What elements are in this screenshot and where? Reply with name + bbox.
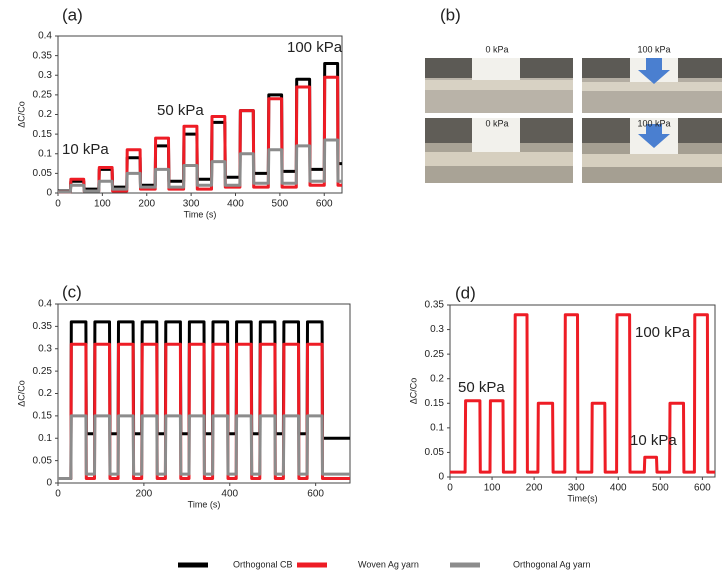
y-tick-label: 0.05 xyxy=(425,447,445,458)
annotation: 10 kPa xyxy=(630,432,677,449)
photo-label: 100 kPa xyxy=(637,44,670,54)
x-tick-label: 500 xyxy=(272,199,289,210)
y-tick-label: 0.15 xyxy=(425,398,445,409)
legend-label: Woven Ag yarn xyxy=(358,559,419,569)
data-line xyxy=(450,313,715,474)
x-tick-label: 400 xyxy=(610,483,627,494)
y-tick-label: 0 xyxy=(438,472,444,483)
y-tick-label: 0.05 xyxy=(33,455,53,466)
y-tick-label: 0.2 xyxy=(38,109,52,120)
x-axis-label: Time (s) xyxy=(184,209,217,219)
x-tick-label: 200 xyxy=(526,483,543,494)
x-tick-label: 600 xyxy=(694,483,711,494)
x-tick-label: 400 xyxy=(221,489,238,500)
x-tick-label: 100 xyxy=(94,199,111,210)
x-tick-label: 500 xyxy=(652,483,669,494)
y-tick-label: 0.25 xyxy=(425,349,445,360)
x-axis-label: Time (s) xyxy=(188,499,221,509)
x-tick-label: 300 xyxy=(568,483,585,494)
photo xyxy=(582,58,722,113)
y-tick-label: 0.35 xyxy=(33,321,53,332)
panel-title: (a) xyxy=(62,5,83,24)
annotation: 50 kPa xyxy=(458,379,505,396)
photo xyxy=(582,118,722,183)
x-tick-label: 600 xyxy=(307,489,324,500)
x-tick-label: 200 xyxy=(136,489,153,500)
x-tick-label: 0 xyxy=(55,489,61,500)
panel-title: (d) xyxy=(455,283,476,302)
legend-label: Orthogonal Ag yarn xyxy=(513,559,591,569)
y-tick-label: 0 xyxy=(46,478,52,489)
plot-frame xyxy=(449,304,716,478)
y-axis-label: ΔC/Co xyxy=(16,101,26,128)
x-tick-label: 200 xyxy=(138,199,155,210)
annotation: 100 kPa xyxy=(635,324,691,341)
photo-panel: (b) 0 kPa 100 kPa 0 kPa 100 kPa xyxy=(425,5,722,183)
y-tick-label: 0.05 xyxy=(33,168,53,179)
y-tick-label: 0.15 xyxy=(33,129,53,140)
photo xyxy=(425,58,573,113)
y-tick-label: 0.3 xyxy=(430,324,444,335)
y-tick-label: 0.1 xyxy=(38,148,52,159)
x-tick-label: 0 xyxy=(55,199,61,210)
annotation: 50 kPa xyxy=(157,102,204,119)
panel-title: (b) xyxy=(440,5,461,24)
y-tick-label: 0.35 xyxy=(33,50,53,61)
y-tick-label: 0.25 xyxy=(33,90,53,101)
data-line xyxy=(58,62,342,193)
photo-label: 0 kPa xyxy=(485,44,508,54)
data-line xyxy=(58,342,350,480)
y-tick-label: 0.2 xyxy=(430,373,444,384)
y-tick-label: 0.25 xyxy=(33,366,53,377)
y-tick-label: 0.3 xyxy=(38,70,52,81)
x-axis-label: Time(s) xyxy=(567,493,597,503)
photo-label: 0 kPa xyxy=(485,118,508,128)
legend-label: Orthogonal CB xyxy=(233,559,293,569)
y-tick-label: 0.15 xyxy=(33,411,53,422)
y-tick-label: 0.3 xyxy=(38,343,52,354)
x-tick-label: 100 xyxy=(484,483,501,494)
panel-title: (c) xyxy=(62,282,82,301)
data-line xyxy=(58,75,342,194)
y-tick-label: 0 xyxy=(46,188,52,199)
y-tick-label: 0.4 xyxy=(38,31,52,42)
x-tick-label: 300 xyxy=(183,199,200,210)
data-line xyxy=(58,414,350,480)
photo xyxy=(425,118,573,183)
x-tick-label: 400 xyxy=(227,199,244,210)
chart: 0 0.05 0.1 0.15 0.2 0.25 0.3 0.35 0.4 0 200 400 600 (… xyxy=(16,282,351,509)
legend: Orthogonal CB Woven Ag yarn Orthogonal Ag … xyxy=(178,559,591,569)
data-line xyxy=(58,138,342,194)
y-tick-label: 0.35 xyxy=(425,300,445,311)
annotation: 100 kPa xyxy=(287,39,343,56)
photo-label: 100 kPa xyxy=(637,118,670,128)
x-tick-label: 600 xyxy=(316,199,333,210)
chart: 0 0.05 0.1 0.15 0.2 0.25 0.3 0.35 0 100 200 300 400 5… xyxy=(408,283,716,503)
y-tick-label: 0.4 xyxy=(38,299,52,310)
y-axis-label: ΔC/Co xyxy=(16,380,26,407)
y-axis-label: ΔC/Co xyxy=(408,378,418,405)
y-tick-label: 0.2 xyxy=(38,388,52,399)
y-tick-label: 0.1 xyxy=(38,433,52,444)
y-tick-label: 0.1 xyxy=(430,422,444,433)
x-tick-label: 0 xyxy=(447,483,453,494)
chart: 0 0.05 0.1 0.15 0.2 0.25 0.3 0.35 0.4 0 100 200 300 4… xyxy=(16,5,342,219)
annotation: 10 kPa xyxy=(62,141,109,158)
